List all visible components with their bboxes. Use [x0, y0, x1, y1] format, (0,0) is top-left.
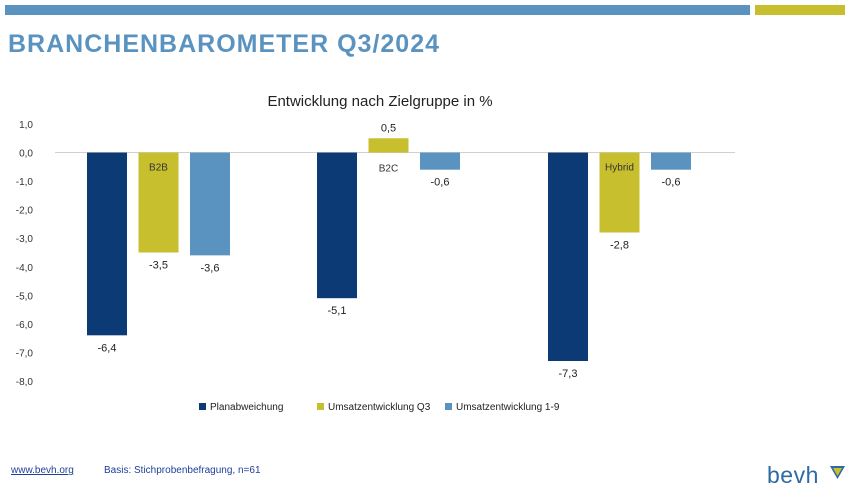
bar	[87, 152, 127, 336]
website-link[interactable]: www.bevh.org	[11, 465, 74, 476]
y-tick-label: -7,0	[16, 348, 34, 359]
data-label: -3,6	[201, 262, 220, 274]
y-tick-label: -6,0	[16, 320, 34, 331]
y-tick-label: -5,0	[16, 291, 34, 302]
y-tick-label: 1,0	[19, 120, 33, 131]
footer-basis-note: Basis: Stichprobenbefragung, n=61	[104, 465, 261, 476]
bevh-logo: bevh	[767, 462, 819, 488]
bar	[317, 152, 357, 299]
bar-chart: Entwicklung nach Zielgruppe in % 1,0 0,0 -1…	[16, 93, 735, 413]
data-label: -2,8	[610, 240, 629, 252]
header-accent-bar-gold	[755, 5, 845, 15]
data-label: -7,3	[559, 368, 578, 380]
data-label: -0,6	[662, 177, 681, 189]
bar	[190, 152, 230, 256]
bar	[548, 152, 588, 362]
bar	[651, 152, 691, 170]
data-label: -3,5	[149, 260, 168, 272]
legend-label: Umsatzentwicklung Q3	[328, 402, 431, 413]
bar	[138, 152, 179, 253]
bar	[368, 138, 409, 153]
y-tick-label: -8,0	[16, 377, 34, 388]
category-label: B2C	[379, 164, 398, 175]
y-tick-label: -3,0	[16, 234, 34, 245]
legend-label: Planabweichung	[210, 402, 283, 413]
legend-swatch	[199, 403, 206, 410]
y-tick-label: -2,0	[16, 206, 34, 217]
page-title: BRANCHENBAROMETER Q3/2024	[8, 30, 441, 58]
y-tick-label: -1,0	[16, 177, 34, 188]
data-label: 0,5	[381, 122, 396, 134]
chart-title: Entwicklung nach Zielgruppe in %	[267, 93, 492, 110]
category-label: Hybrid	[605, 163, 634, 174]
data-label: -5,1	[328, 305, 347, 317]
legend-swatch	[445, 403, 452, 410]
bar	[599, 152, 640, 233]
logo-mark-icon	[830, 466, 845, 479]
legend-label: Umsatzentwicklung 1-9	[456, 402, 560, 413]
header-accent-bar	[5, 5, 750, 15]
y-tick-label: 0,0	[19, 149, 33, 160]
legend-swatch	[317, 403, 324, 410]
bar	[420, 152, 460, 170]
y-tick-label: -4,0	[16, 263, 34, 274]
data-label: -6,4	[98, 342, 117, 354]
category-label: B2B	[149, 163, 168, 174]
data-label: -0,6	[431, 177, 450, 189]
